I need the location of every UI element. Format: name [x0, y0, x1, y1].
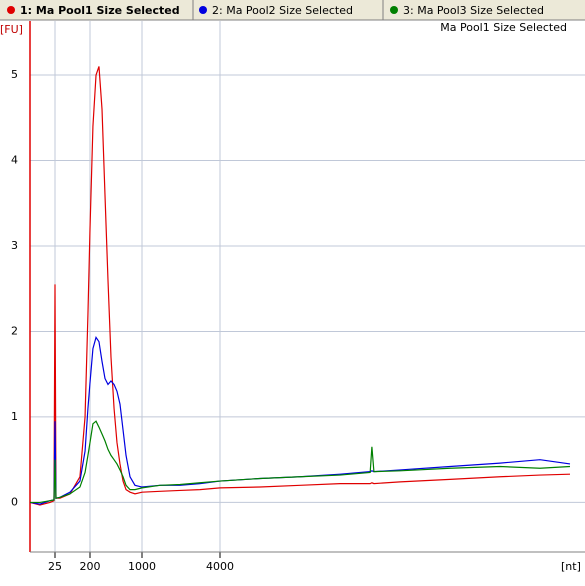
plot-area	[30, 21, 585, 552]
x-axis-label: [nt]	[561, 560, 581, 573]
y-tick-label: 3	[11, 239, 18, 252]
y-tick-label: 5	[11, 68, 18, 81]
x-tick-label: 25	[48, 560, 62, 573]
y-tick-label: 0	[11, 495, 18, 508]
legend-marker	[199, 6, 207, 14]
y-tick-label: 4	[11, 153, 18, 166]
x-tick-label: 4000	[206, 560, 234, 573]
legend-marker	[7, 6, 15, 14]
tab-bar	[0, 0, 585, 20]
x-tick-label: 200	[80, 560, 101, 573]
series-line	[30, 420, 571, 504]
y-tick-label: 1	[11, 410, 18, 423]
legend-marker	[390, 6, 398, 14]
legend-label: 1: Ma Pool1 Size Selected	[20, 4, 180, 17]
legend-label: 2: Ma Pool2 Size Selected	[212, 4, 353, 17]
chart-subtitle: Ma Pool1 Size Selected	[440, 21, 567, 34]
legend-label: 3: Ma Pool3 Size Selected	[403, 4, 544, 17]
x-tick-label: 1000	[128, 560, 156, 573]
y-tick-label: 2	[11, 324, 18, 337]
y-axis-label: [FU]	[0, 23, 23, 36]
